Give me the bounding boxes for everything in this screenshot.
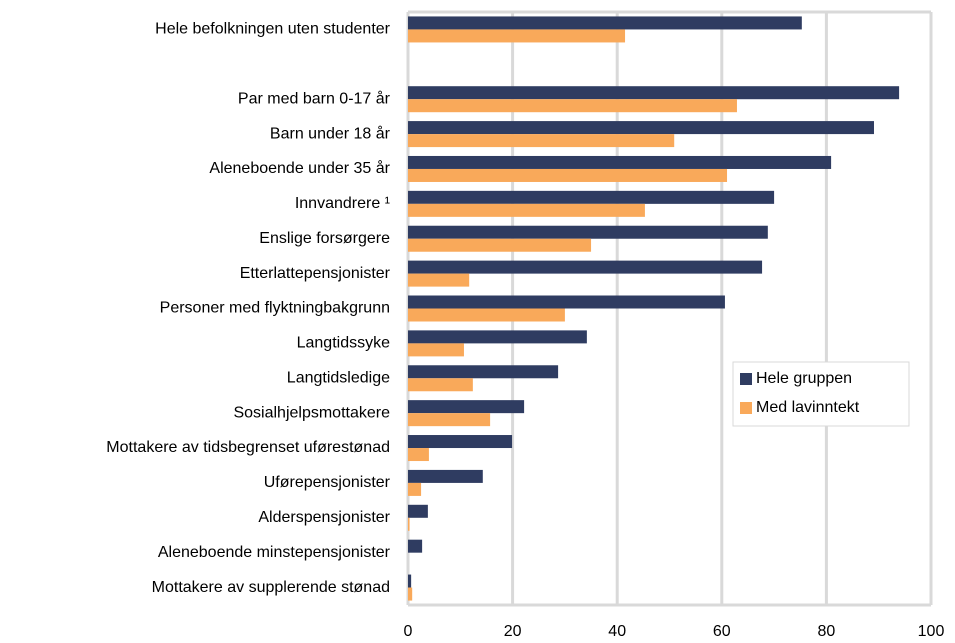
bar (408, 539, 423, 553)
y-tick-label: Aleneboende minstepensjonister (158, 544, 391, 561)
bar (408, 134, 675, 148)
legend-label: Med lavinntekt (756, 399, 860, 416)
bar (408, 190, 775, 204)
legend-label: Hele gruppen (756, 370, 852, 387)
y-tick-label: Personer med flyktningbakgrunn (160, 300, 390, 317)
legend-swatch (740, 373, 752, 385)
bar (408, 295, 725, 309)
bar (408, 168, 728, 182)
bar (408, 343, 464, 357)
y-tick-label: Innvandrere ¹ (295, 195, 390, 212)
bar (408, 155, 832, 169)
bar (408, 308, 565, 322)
legend-swatch (740, 402, 752, 414)
y-tick-label: Mottakere av tidsbegrenset uførestønad (106, 439, 390, 456)
bar (408, 413, 491, 427)
bar (408, 365, 559, 379)
bar (408, 400, 525, 414)
y-tick-label: Langtidssyke (297, 335, 390, 352)
bar (408, 482, 422, 496)
y-tick-label: Hele befolkningen uten studenter (155, 21, 391, 38)
bar (408, 448, 429, 462)
bar (408, 378, 473, 392)
x-tick-label: 40 (608, 623, 626, 640)
bar (408, 121, 874, 135)
bar (408, 16, 802, 30)
y-tick-label: Uførepensjonister (264, 474, 391, 491)
bar (408, 203, 645, 217)
x-tick-label: 100 (918, 623, 945, 640)
y-tick-label: Enslige forsørgere (259, 230, 390, 247)
y-tick-label: Barn under 18 år (270, 124, 391, 142)
x-tick-label: 60 (713, 623, 731, 640)
y-tick-label: Alderspensjonister (258, 509, 390, 526)
bar (408, 517, 410, 531)
x-tick-label: 80 (818, 623, 836, 640)
bar (408, 273, 470, 287)
bar (408, 260, 763, 274)
bar (408, 504, 428, 518)
y-tick-label: Etterlattepensjonister (240, 265, 391, 282)
bar (408, 330, 587, 344)
bar (408, 225, 768, 239)
bar (408, 574, 412, 588)
legend-box (732, 361, 910, 427)
bar (408, 469, 483, 483)
bar (408, 86, 900, 100)
y-tick-label: Mottakere av supplerende stønad (152, 579, 390, 596)
bar (408, 238, 592, 252)
bar (408, 99, 737, 113)
bar (408, 435, 513, 449)
x-tick-label: 0 (404, 623, 413, 640)
y-tick-label: Aleneboende under 35 år (209, 159, 390, 177)
bar (408, 587, 413, 601)
bar (408, 29, 626, 43)
y-tick-label: Par med barn 0-17 år (238, 89, 391, 107)
x-tick-label: 20 (504, 623, 522, 640)
y-tick-label: Langtidsledige (287, 369, 390, 386)
y-tick-label: Sosialhjelpsmottakere (233, 404, 390, 421)
